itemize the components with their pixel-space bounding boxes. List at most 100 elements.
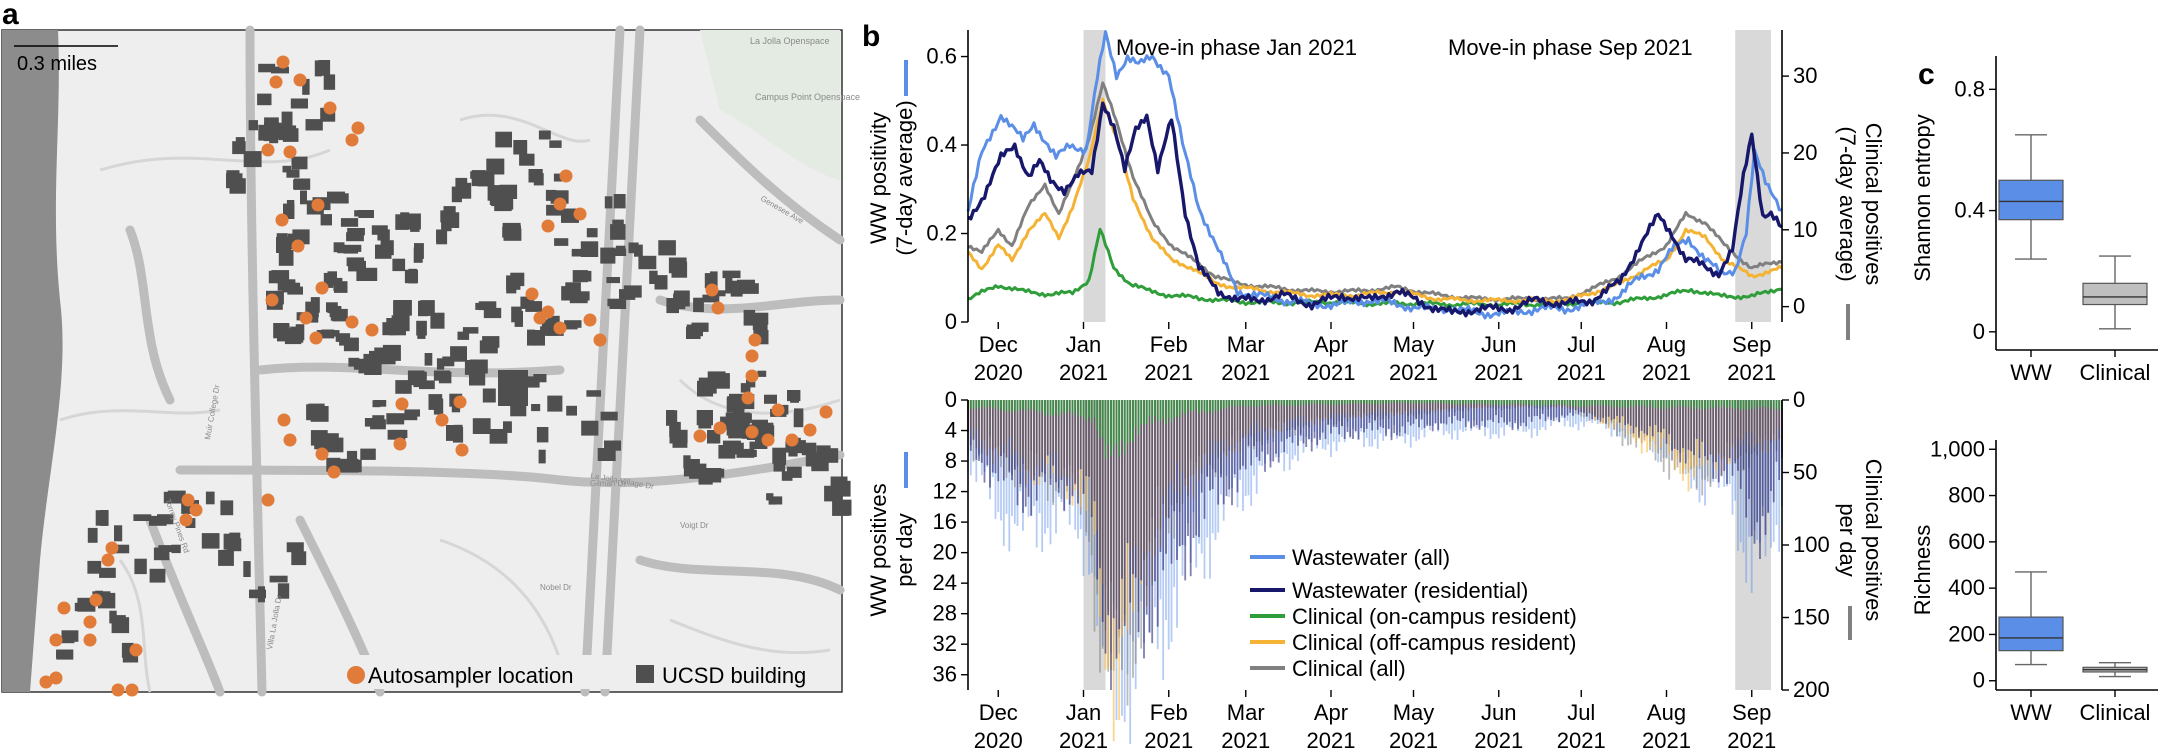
x-tick-label-month: Apr xyxy=(1314,332,1348,357)
move-in-shading xyxy=(1083,30,1771,322)
bar-clinical-on-campus-resident xyxy=(1624,400,1627,408)
ucsd-building xyxy=(420,300,435,316)
bar-clinical-on-campus-resident xyxy=(1539,400,1541,407)
bar-wastewater-residential xyxy=(1118,400,1121,630)
x-tick-label-year: 2020 xyxy=(974,360,1023,385)
bar-wastewater-residential xyxy=(1283,400,1286,453)
autosampler-marker xyxy=(101,553,115,567)
bar-clinical-on-campus-resident xyxy=(1621,400,1624,408)
x-tick-label-year: 2021 xyxy=(1221,728,1270,752)
bar-clinical-on-campus-resident xyxy=(1079,400,1082,416)
bar-wastewater-residential xyxy=(1742,400,1745,470)
bar-clinical-on-campus-resident xyxy=(1503,400,1506,405)
ucsd-building xyxy=(566,405,577,416)
bar-clinical-on-campus-resident xyxy=(1024,400,1027,411)
ucsd-building xyxy=(387,429,406,440)
autosampler-marker xyxy=(455,443,469,457)
bar-clinical-on-campus-resident xyxy=(1459,400,1462,405)
bar-wastewater-residential xyxy=(1324,400,1327,440)
y-tick-label: 1,000 xyxy=(1930,436,1985,461)
ucsd-building xyxy=(510,403,527,417)
bar-clinical-on-campus-resident xyxy=(1011,400,1013,414)
ucsd-building xyxy=(380,240,394,256)
ucsd-building xyxy=(271,270,290,282)
bar-clinical-on-campus-resident xyxy=(1442,400,1445,403)
bar-clinical-on-campus-resident xyxy=(1154,400,1156,416)
bar-wastewater-residential xyxy=(1764,400,1767,535)
ucsd-building xyxy=(597,448,616,461)
bar-clinical-on-campus-resident xyxy=(1013,400,1016,410)
bar-clinical-on-campus-resident xyxy=(1352,400,1354,404)
bar-wastewater-all xyxy=(1495,400,1497,435)
bar-wastewater-residential xyxy=(1770,400,1772,491)
x-tick-label-year: 2021 xyxy=(1389,360,1438,385)
ucsd-building xyxy=(604,196,613,209)
bar-clinical-on-campus-resident xyxy=(1492,400,1495,406)
bar-clinical-on-campus-resident xyxy=(1005,400,1008,412)
ucsd-building xyxy=(56,650,71,659)
autosampler-marker xyxy=(261,143,275,157)
ucsd-building xyxy=(572,270,588,283)
ucsd-building xyxy=(730,280,743,297)
bar-wastewater-residential xyxy=(1211,400,1214,490)
bar-wastewater-residential xyxy=(1429,400,1431,426)
bar-clinical-on-campus-resident xyxy=(1189,400,1192,411)
ucsd-building xyxy=(327,303,335,314)
bar-wastewater-residential xyxy=(1530,400,1533,422)
x-tick-label-year: 2021 xyxy=(1221,360,1270,385)
bar-wastewater-residential xyxy=(1126,400,1129,544)
ucsd-building xyxy=(470,171,482,179)
ucsd-building xyxy=(503,421,512,433)
bar-clinical-on-campus-resident xyxy=(1187,400,1189,411)
left-y-tick-label: 4 xyxy=(945,418,957,443)
bar-clinical-on-campus-resident xyxy=(997,400,1000,411)
bar-wastewater-residential xyxy=(1338,400,1341,435)
bar-clinical-on-campus-resident xyxy=(1541,400,1544,406)
bar-wastewater-residential xyxy=(1676,400,1679,450)
ucsd-building xyxy=(698,469,713,485)
bar-clinical-on-campus-resident xyxy=(1200,400,1203,410)
bar-clinical-on-campus-resident xyxy=(1594,400,1596,406)
bar-clinical-on-campus-resident xyxy=(1123,400,1126,454)
bar-wastewater-residential xyxy=(1198,400,1200,537)
bar-clinical-on-campus-resident xyxy=(1354,400,1357,403)
bar-clinical-on-campus-resident xyxy=(1497,400,1500,406)
autosampler-marker xyxy=(553,197,567,211)
bar-wastewater-residential xyxy=(1464,400,1467,427)
ucsd-building xyxy=(702,294,720,303)
bar-clinical-on-campus-resident xyxy=(1525,400,1528,406)
x-tick-label-month: Jan xyxy=(1066,332,1101,357)
autosampler-marker xyxy=(293,73,307,87)
bar-clinical-on-campus-resident xyxy=(1396,400,1398,403)
bar-clinical-on-campus-resident xyxy=(1533,400,1536,407)
autosampler-marker xyxy=(541,219,555,233)
ucsd-building xyxy=(746,379,756,388)
b-legend: Wastewater (all) Wastewater (residential… xyxy=(1250,545,1577,681)
bar-wastewater-residential xyxy=(1376,400,1379,430)
bar-clinical-on-campus-resident xyxy=(1341,400,1343,404)
bar-clinical-on-campus-resident xyxy=(1233,400,1236,406)
bar-clinical-on-campus-resident xyxy=(1184,400,1187,415)
legend-sampler-swatch xyxy=(347,666,365,684)
ucsd-building xyxy=(278,249,294,266)
ucsd-building xyxy=(549,140,562,148)
bar-wastewater-residential xyxy=(1005,400,1008,458)
bar-clinical-on-campus-resident xyxy=(1704,400,1706,409)
box-clinical-iqr xyxy=(2082,282,2148,306)
ucsd-building xyxy=(771,496,783,505)
bar-clinical-on-campus-resident xyxy=(1269,400,1272,405)
bar-clinical-on-campus-resident xyxy=(1052,400,1055,416)
c-bottom-ylabel: Richness xyxy=(1910,525,1935,615)
bar-wastewater-all xyxy=(1415,400,1418,442)
ucsd-building xyxy=(424,353,433,366)
bar-wastewater-residential xyxy=(1231,400,1233,506)
autosampler-marker xyxy=(525,287,539,301)
bar-clinical-on-campus-resident xyxy=(1330,400,1332,405)
bar-wastewater-residential xyxy=(1649,400,1651,427)
bar-wastewater-all xyxy=(1368,400,1371,447)
autosampler-marker xyxy=(559,169,573,183)
bar-clinical-on-campus-resident xyxy=(1294,400,1297,406)
ucsd-building xyxy=(95,510,106,526)
right-y-tick-label: 20 xyxy=(1793,140,1817,165)
ucsd-building xyxy=(157,514,174,525)
